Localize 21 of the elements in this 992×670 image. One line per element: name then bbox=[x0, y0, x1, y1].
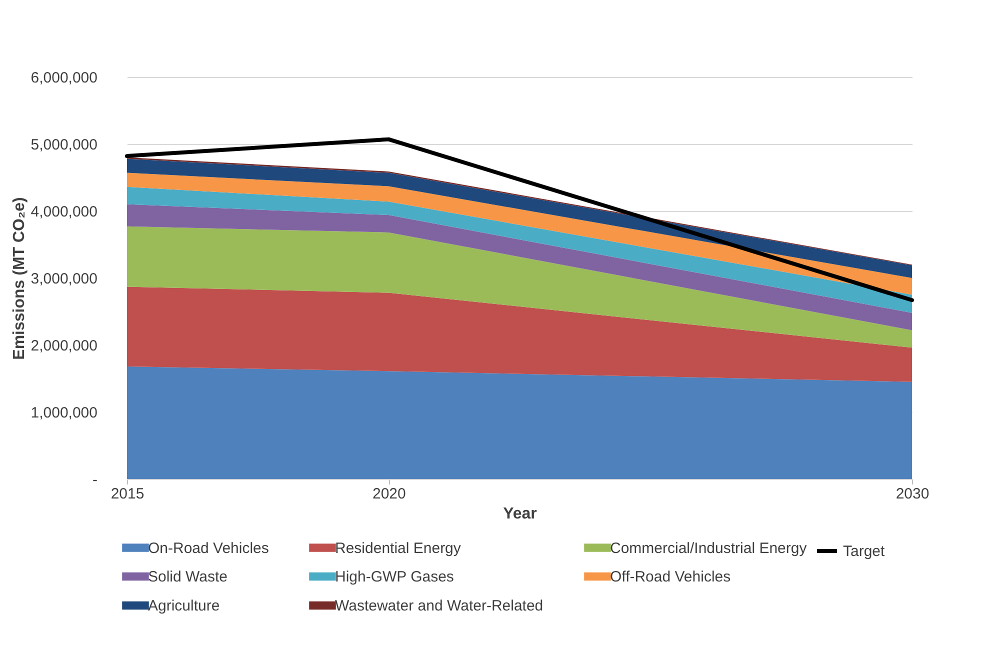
x-tick-label: 2030 bbox=[896, 486, 930, 502]
y-axis-title: Emissions (MT CO₂e) bbox=[10, 197, 28, 360]
legend-label: Wastewater and Water-Related bbox=[335, 598, 544, 614]
y-tick-label: 6,000,000 bbox=[30, 70, 98, 86]
x-axis-title: Year bbox=[503, 506, 537, 522]
x-tick-label: 2020 bbox=[372, 486, 406, 502]
y-tick-label: - bbox=[92, 472, 98, 488]
legend-label: Solid Waste bbox=[148, 568, 228, 586]
x-tick-label: 2015 bbox=[110, 486, 144, 502]
legend-label: Off-Road Vehicles bbox=[610, 568, 731, 586]
legend-label: Target bbox=[843, 543, 886, 560]
y-tick-label: 2,000,000 bbox=[30, 338, 98, 354]
legend-label: Agriculture bbox=[148, 598, 220, 614]
y-tick-label: 4,000,000 bbox=[30, 204, 98, 220]
legend-label: Commercial/Industrial Energy bbox=[610, 540, 808, 557]
legend-label: High-GWP Gases bbox=[335, 568, 454, 586]
legend-label: On-Road Vehicles bbox=[148, 540, 269, 557]
y-tick-label: 3,000,000 bbox=[30, 270, 98, 288]
y-tick-label: 5,000,000 bbox=[30, 136, 98, 154]
legend-label: Residential Energy bbox=[335, 540, 462, 557]
y-tick-label: 1,000,000 bbox=[30, 404, 98, 422]
